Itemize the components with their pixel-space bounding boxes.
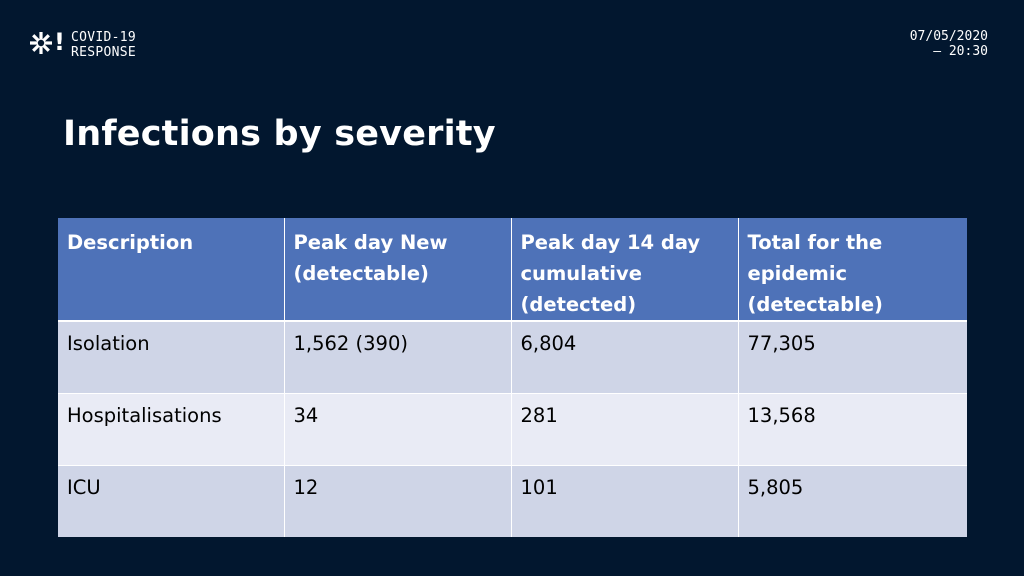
header-description: Description [58,218,285,322]
table-row: Isolation 1,562 (390) 6,804 77,305 [58,320,967,394]
table-cell: 281 [511,393,739,466]
table-header-row: Description Peak day New (detectable) Pe… [58,218,967,322]
logo-line-1: COVID-19 [70,30,136,45]
table-cell: 1,562 (390) [284,320,512,394]
table-cell: 13,568 [738,393,967,466]
table-cell: ICU [58,465,285,537]
severity-table: Description Peak day New (detectable) Pe… [58,218,967,537]
table-row: ICU 12 101 5,805 [58,465,967,537]
logo-text: COVID-19 RESPONSE [71,30,136,60]
table-cell: Isolation [58,320,285,394]
table-cell: 101 [511,465,739,537]
table-cell: 12 [284,465,512,537]
table-cell: 34 [284,393,512,466]
logo-line-2: RESPONSE [70,45,136,60]
table-cell: 77,305 [738,320,967,394]
table-cell: 5,805 [738,465,967,537]
logo-exclamation: ! [54,28,65,56]
header-peak-day-14-day: Peak day 14 day cumulative (detected) [511,218,739,322]
time-label: — 20:30 [933,44,988,59]
table-row: Hospitalisations 34 281 13,568 [58,393,967,466]
header-peak-day-new: Peak day New (detectable) [284,218,512,322]
covid-response-logo: ! COVID-19 RESPONSE [29,28,136,60]
table-cell: 6,804 [511,320,739,394]
slide-title: Infections by severity [63,114,496,154]
date-time-stamp: 07/05/2020 — 20:30 [910,29,988,59]
header-total-epidemic: Total for the epidemic (detectable) [738,218,967,322]
logo-mark: ! [29,28,65,56]
table-cell: Hospitalisations [58,393,285,466]
asterisk-icon [30,32,52,54]
date-label: 07/05/2020 [909,29,988,44]
